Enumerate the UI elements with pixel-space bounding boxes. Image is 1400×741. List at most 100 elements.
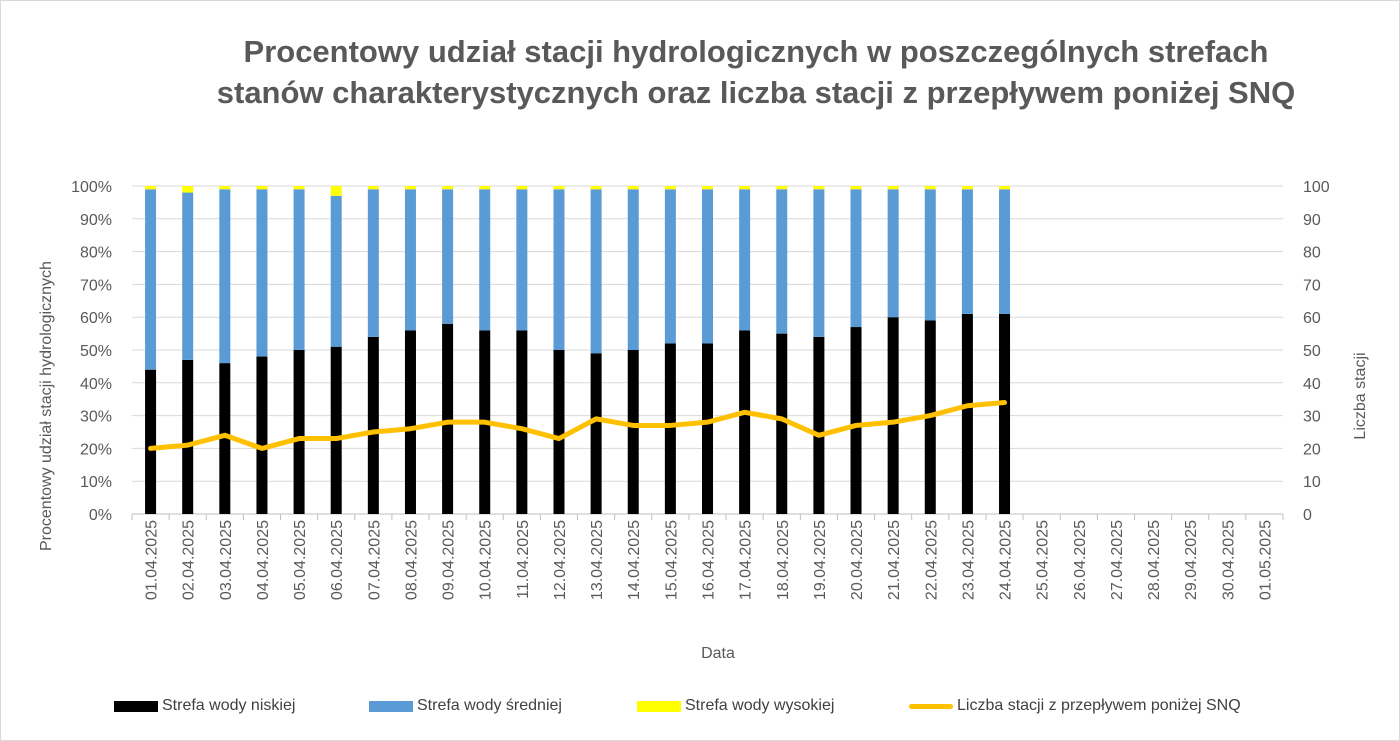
bar-mid bbox=[850, 189, 862, 328]
bar-low bbox=[702, 343, 713, 514]
x-tick-label: 13.04.2025 bbox=[589, 520, 606, 600]
y-tick-label: 40% bbox=[80, 376, 112, 393]
bar-high bbox=[404, 186, 416, 190]
legend-label: Liczba stacji z przepływem poniżej SNQ bbox=[957, 697, 1241, 714]
y2-tick-label: 80 bbox=[1303, 245, 1321, 262]
bar-high bbox=[850, 186, 862, 190]
bar-low bbox=[590, 353, 602, 514]
bar-high bbox=[219, 186, 231, 190]
bar-low bbox=[219, 363, 231, 514]
bar-high bbox=[887, 186, 899, 190]
y2-tick-label: 70 bbox=[1303, 277, 1321, 294]
bar-mid bbox=[516, 189, 528, 331]
x-tick-label: 29.04.2025 bbox=[1183, 520, 1200, 600]
bar-mid bbox=[479, 189, 491, 331]
bar-low bbox=[145, 369, 157, 514]
bar-mid bbox=[924, 189, 936, 321]
x-tick-label: 24.04.2025 bbox=[998, 520, 1015, 600]
legend-label: Strefa wody wysokiej bbox=[685, 697, 835, 714]
bar-mid bbox=[404, 189, 416, 331]
y-tick-label: 60% bbox=[80, 310, 112, 327]
bar-low bbox=[404, 330, 416, 514]
bar-high bbox=[924, 186, 936, 190]
x-tick-label: 03.04.2025 bbox=[218, 520, 235, 600]
bar-high bbox=[590, 186, 602, 190]
bar-mid bbox=[182, 192, 194, 360]
x-tick-label: 21.04.2025 bbox=[886, 520, 903, 600]
y-tick-label: 20% bbox=[80, 441, 112, 458]
x-tick-label: 19.04.2025 bbox=[812, 520, 829, 600]
bar-high bbox=[479, 186, 491, 190]
x-tick-label: 28.04.2025 bbox=[1146, 520, 1163, 600]
bar-high bbox=[442, 186, 454, 190]
bar-low bbox=[442, 323, 454, 514]
y2-tick-label: 60 bbox=[1303, 310, 1321, 327]
legend-item-high: Strefa wody wysokiej bbox=[637, 697, 834, 715]
bar-low bbox=[553, 350, 565, 514]
y2-tick-label: 10 bbox=[1303, 474, 1321, 491]
y2-tick-label: 40 bbox=[1303, 376, 1321, 393]
x-tick-label: 26.04.2025 bbox=[1072, 520, 1089, 600]
bar-mid bbox=[776, 189, 788, 334]
bar-low bbox=[627, 350, 639, 514]
bar-mid bbox=[702, 189, 713, 344]
y2-tick-label: 50 bbox=[1303, 343, 1321, 360]
bar-high bbox=[776, 186, 788, 190]
x-tick-label: 18.04.2025 bbox=[775, 520, 792, 600]
bar-mid bbox=[887, 189, 899, 318]
bar-low bbox=[813, 336, 825, 514]
bar-high bbox=[516, 186, 528, 190]
x-tick-label: 05.04.2025 bbox=[292, 520, 309, 600]
bar-high bbox=[813, 186, 825, 190]
x-tick-label: 15.04.2025 bbox=[663, 520, 680, 600]
chart-title: Procentowy udział stacji hydrologicznych… bbox=[216, 34, 1296, 110]
y-tick-label: 30% bbox=[80, 409, 112, 426]
bar-mid bbox=[256, 189, 268, 357]
bar-mid bbox=[999, 189, 1011, 314]
x-tick-label: 22.04.2025 bbox=[923, 520, 940, 600]
bar-low bbox=[182, 359, 194, 514]
bar-high bbox=[330, 186, 342, 196]
bar-low bbox=[776, 333, 788, 514]
bar-mid bbox=[739, 189, 751, 331]
legend-item-line: Liczba stacji z przepływem poniżej SNQ bbox=[909, 697, 1241, 715]
y2-tick-label: 100 bbox=[1303, 179, 1330, 196]
legend-swatch bbox=[909, 703, 953, 709]
line-snq bbox=[148, 399, 1008, 451]
x-axis-title: Data bbox=[701, 645, 735, 662]
y2-tick-label: 0 bbox=[1303, 507, 1312, 524]
bar-low bbox=[367, 336, 379, 514]
x-tick-label: 12.04.2025 bbox=[552, 520, 569, 600]
x-tick-label: 25.04.2025 bbox=[1035, 520, 1052, 600]
y-tick-label: 100% bbox=[71, 179, 112, 196]
legend-item-low: Strefa wody niskiej bbox=[114, 697, 295, 715]
bar-high bbox=[739, 186, 751, 190]
y-tick-label: 0% bbox=[89, 507, 112, 524]
bar-low bbox=[516, 330, 528, 514]
bar-mid bbox=[627, 189, 639, 350]
x-tick-label: 20.04.2025 bbox=[849, 520, 866, 600]
bar-low bbox=[664, 343, 676, 514]
x-tick-label: 11.04.2025 bbox=[515, 520, 532, 599]
bar-high bbox=[256, 186, 268, 190]
bar-low bbox=[293, 350, 305, 514]
y-tick-label: 80% bbox=[80, 245, 112, 262]
y2-tick-label: 30 bbox=[1303, 409, 1321, 426]
bar-high bbox=[664, 186, 676, 190]
x-tick-label: 08.04.2025 bbox=[403, 520, 420, 600]
y-tick-label: 70% bbox=[80, 277, 112, 294]
bar-low bbox=[739, 330, 751, 514]
y2-axis-title: Liczba stacji bbox=[1352, 352, 1369, 439]
bar-mid bbox=[293, 189, 305, 350]
x-tick-label: 16.04.2025 bbox=[701, 520, 718, 600]
bar-high bbox=[999, 186, 1011, 190]
x-tick-label: 04.04.2025 bbox=[255, 520, 272, 600]
legend-swatch bbox=[637, 700, 681, 712]
legend-swatch bbox=[369, 700, 413, 712]
bar-low bbox=[850, 327, 862, 514]
legend-label: Strefa wody niskiej bbox=[162, 697, 296, 714]
bar-high bbox=[293, 186, 305, 190]
x-tick-label: 10.04.2025 bbox=[478, 520, 495, 600]
bar-mid bbox=[961, 189, 973, 314]
